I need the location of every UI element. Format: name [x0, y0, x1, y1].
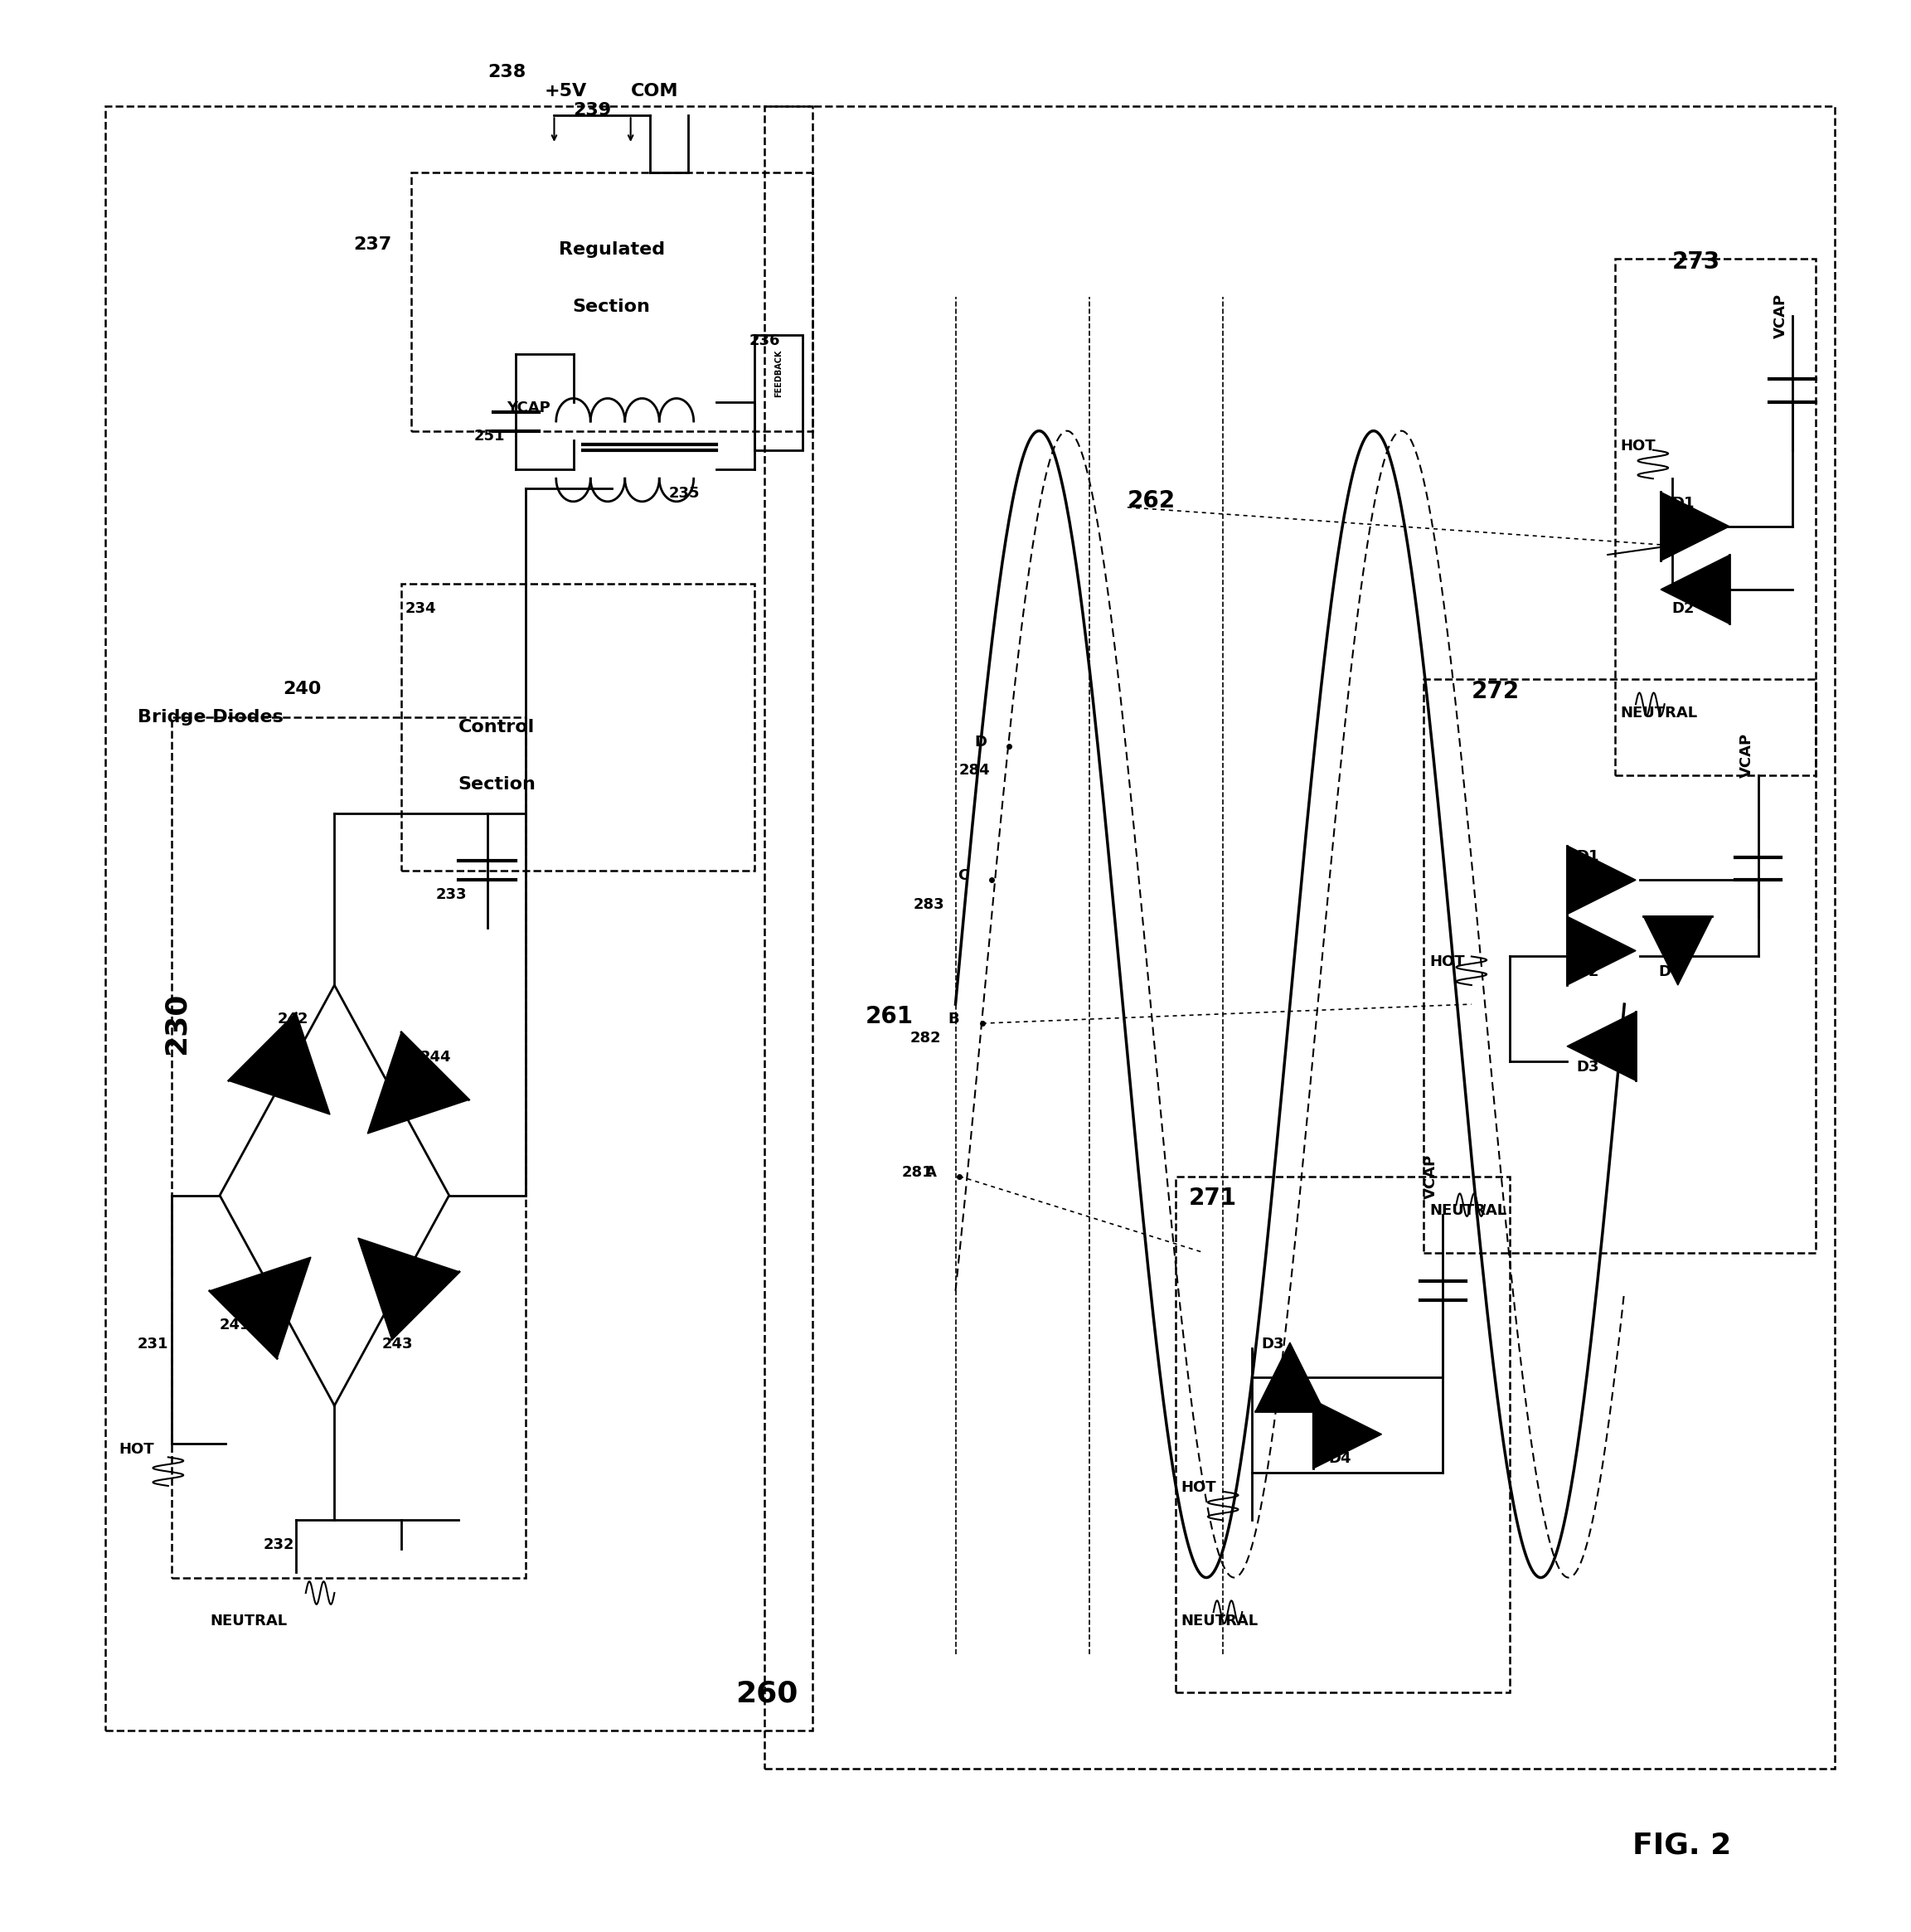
Text: D4: D4: [1659, 964, 1682, 980]
Text: NEUTRAL: NEUTRAL: [1621, 705, 1697, 721]
Text: 262: 262: [1127, 489, 1175, 512]
Text: 231: 231: [138, 1337, 168, 1352]
Text: 237: 237: [354, 236, 392, 253]
Polygon shape: [1661, 554, 1729, 624]
Text: 260: 260: [736, 1679, 799, 1708]
Text: 235: 235: [669, 487, 699, 500]
Text: 283: 283: [913, 896, 944, 912]
Text: Regulated: Regulated: [558, 242, 665, 257]
Text: 273: 273: [1672, 249, 1720, 272]
Text: 240: 240: [283, 680, 321, 697]
Polygon shape: [357, 1238, 459, 1339]
Text: 242: 242: [277, 1012, 308, 1026]
Text: 281: 281: [902, 1165, 933, 1180]
Text: VCAP: VCAP: [1773, 294, 1789, 338]
Text: 272: 272: [1471, 680, 1519, 703]
Text: 238: 238: [487, 64, 526, 81]
Text: HOT: HOT: [118, 1441, 153, 1457]
Polygon shape: [1313, 1401, 1382, 1468]
Text: D1: D1: [1672, 497, 1695, 510]
Polygon shape: [1256, 1343, 1324, 1410]
Text: Section: Section: [459, 777, 535, 792]
Text: D2: D2: [1672, 601, 1695, 616]
Text: 239: 239: [573, 102, 612, 118]
Text: D1: D1: [1577, 850, 1600, 864]
Text: COM: COM: [631, 83, 678, 100]
Polygon shape: [210, 1258, 311, 1358]
Text: 261: 261: [866, 1005, 913, 1028]
Text: B: B: [948, 1012, 959, 1026]
Text: 236: 236: [749, 332, 780, 348]
Polygon shape: [1567, 916, 1636, 985]
Text: 271: 271: [1189, 1186, 1236, 1209]
Polygon shape: [1567, 1012, 1636, 1080]
Text: +5V: +5V: [545, 83, 587, 100]
Text: NEUTRAL: NEUTRAL: [1429, 1204, 1506, 1217]
Text: D3: D3: [1261, 1337, 1284, 1352]
Text: FIG. 2: FIG. 2: [1632, 1832, 1731, 1859]
Text: 230: 230: [162, 993, 191, 1055]
Text: NEUTRAL: NEUTRAL: [1181, 1613, 1257, 1629]
Text: D3: D3: [1577, 1059, 1600, 1074]
Text: 232: 232: [264, 1538, 294, 1551]
Text: C: C: [957, 867, 969, 883]
Text: 234: 234: [405, 601, 436, 616]
Text: 243: 243: [382, 1337, 413, 1352]
Text: D2: D2: [1577, 964, 1600, 980]
Text: YCAP: YCAP: [506, 400, 550, 415]
Text: VCAP: VCAP: [1739, 734, 1754, 779]
Text: Section: Section: [573, 298, 650, 315]
Text: VCAP: VCAP: [1424, 1153, 1439, 1198]
Text: FEEDBACK: FEEDBACK: [774, 350, 784, 398]
Text: 251: 251: [474, 429, 505, 444]
Polygon shape: [1661, 493, 1729, 560]
Polygon shape: [1643, 916, 1712, 985]
Polygon shape: [367, 1032, 468, 1134]
Text: 284: 284: [959, 763, 990, 779]
Text: HOT: HOT: [1181, 1480, 1215, 1495]
Text: D4: D4: [1328, 1451, 1351, 1466]
Text: 233: 233: [436, 887, 466, 902]
Text: HOT: HOT: [1429, 954, 1464, 970]
Text: D: D: [975, 734, 988, 750]
Text: 244: 244: [420, 1049, 451, 1065]
Text: 282: 282: [910, 1032, 940, 1045]
Text: A: A: [925, 1165, 936, 1180]
Text: HOT: HOT: [1621, 439, 1655, 454]
Polygon shape: [229, 1012, 331, 1115]
Text: Bridge Diodes: Bridge Diodes: [138, 709, 283, 726]
Text: Control: Control: [459, 719, 535, 736]
Polygon shape: [1567, 846, 1636, 914]
Text: NEUTRAL: NEUTRAL: [210, 1613, 287, 1629]
Text: 241: 241: [220, 1318, 250, 1333]
